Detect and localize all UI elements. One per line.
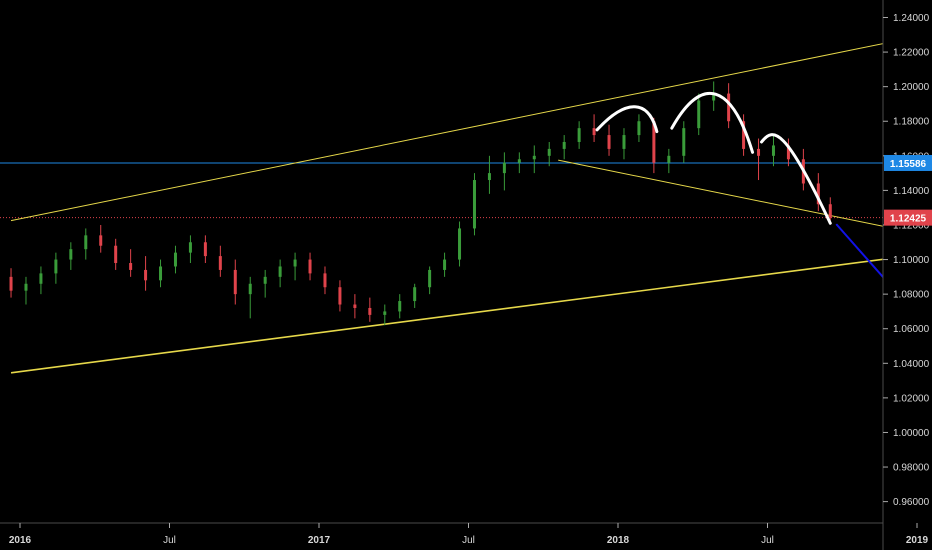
- candle-body-up: [682, 128, 686, 156]
- candle-body-up: [502, 162, 506, 174]
- candle-body-up: [84, 235, 88, 250]
- candle-body-up: [472, 180, 476, 229]
- candle-body-up: [24, 283, 28, 291]
- candle-body-up: [517, 159, 521, 163]
- price-tick-label: 0.98000: [893, 463, 930, 474]
- price-tick-label: 1.18000: [893, 117, 930, 128]
- candle-body-up: [188, 242, 192, 253]
- candle-body-down: [308, 259, 312, 274]
- candle-body-up: [173, 252, 177, 267]
- candle-body-down: [353, 304, 357, 308]
- price-tick-label: 1.20000: [893, 82, 930, 93]
- price-tick-label: 1.14000: [893, 186, 930, 197]
- candle-body-up: [263, 276, 267, 284]
- price-tick-label: 1.00000: [893, 428, 930, 439]
- price-tick-label: 1.24000: [893, 13, 930, 24]
- candle-body-down: [652, 121, 656, 163]
- price-tick-label: 1.06000: [893, 324, 930, 335]
- plot-area: SL 1.156001.067001.03100: [0, 43, 883, 374]
- candle-body-down: [114, 245, 118, 264]
- candle-body-down: [323, 273, 327, 288]
- candle-body-down: [233, 269, 237, 295]
- candle-body-up: [278, 266, 282, 277]
- candle-body-up: [428, 269, 432, 288]
- candle-body-up: [458, 228, 462, 260]
- trend-line: [10, 258, 883, 374]
- candle-body-down: [218, 256, 222, 270]
- candle-body-up: [532, 155, 536, 160]
- price-tick-label: 1.08000: [893, 290, 930, 301]
- candle-body-down: [203, 242, 207, 257]
- candle-body-down: [9, 276, 13, 291]
- price-tick-label: 1.10000: [893, 255, 930, 266]
- candle-body-down: [757, 148, 761, 156]
- candle-body-up: [398, 301, 402, 312]
- projection-arrow: [835, 223, 883, 279]
- candle-body-up: [577, 128, 581, 142]
- candle-body-up: [622, 135, 626, 149]
- price-tick-label: 1.04000: [893, 359, 930, 370]
- price-tick-label: 1.02000: [893, 393, 930, 404]
- last-price-label: 1.12425: [890, 214, 927, 225]
- candle-body-down: [144, 269, 148, 281]
- candle-body-down: [727, 93, 731, 122]
- time-axis[interactable]: 2016Jul2017Jul2018Jul2019Jul2020Jul2021J…: [9, 523, 932, 546]
- candle-body-up: [69, 249, 73, 260]
- candle-body-up: [248, 283, 252, 295]
- candle-body-up: [383, 311, 387, 315]
- candle-body-down: [786, 145, 790, 160]
- time-tick-label: Jul: [163, 535, 176, 546]
- crosshair-price-label: 1.15586: [890, 159, 927, 170]
- candle-body-up: [39, 273, 43, 284]
- candle-body-up: [637, 121, 641, 136]
- price-tick-label: 1.22000: [893, 48, 930, 59]
- time-tick-label: 2016: [9, 535, 32, 546]
- candle-body-up: [667, 155, 671, 163]
- pattern-arc: [760, 133, 832, 225]
- candle-body-down: [816, 183, 820, 205]
- candle-body-up: [293, 259, 297, 267]
- time-tick-label: Jul: [462, 535, 475, 546]
- candle-body-down: [368, 307, 372, 315]
- candle-body-up: [487, 173, 491, 181]
- candle-body-down: [607, 135, 611, 149]
- time-tick-label: 2019: [906, 535, 929, 546]
- last-price-badge: [884, 209, 932, 226]
- candle-body-up: [413, 287, 417, 302]
- time-tick-label: Jul: [761, 535, 774, 546]
- time-tick-label: 2018: [607, 535, 630, 546]
- candle-body-down: [129, 263, 133, 270]
- pattern-arc: [595, 105, 659, 134]
- candle-body-up: [712, 93, 716, 101]
- candle-body-down: [742, 121, 746, 149]
- trend-line: [558, 159, 883, 227]
- price-tick-label: 0.96000: [893, 497, 930, 508]
- candle-body-up: [697, 100, 701, 129]
- candle-body-up: [562, 141, 566, 149]
- candle-body-down: [592, 128, 596, 136]
- candle-body-up: [443, 259, 447, 270]
- candle-body-down: [338, 287, 342, 305]
- pattern-arc: [670, 92, 755, 154]
- price-axis[interactable]: 1.240001.220001.200001.180001.160001.140…: [883, 13, 930, 508]
- price-tick-label: 1.12000: [893, 220, 930, 231]
- candle-body-up: [54, 259, 58, 274]
- candle-body-up: [159, 266, 163, 281]
- candle-body-up: [547, 148, 551, 156]
- candle-body-down: [828, 204, 832, 218]
- candle-body-up: [771, 145, 775, 156]
- candle-body-down: [99, 235, 103, 246]
- time-tick-label: 2017: [308, 535, 331, 546]
- crosshair-price-badge: [884, 154, 932, 171]
- trend-line: [10, 43, 883, 222]
